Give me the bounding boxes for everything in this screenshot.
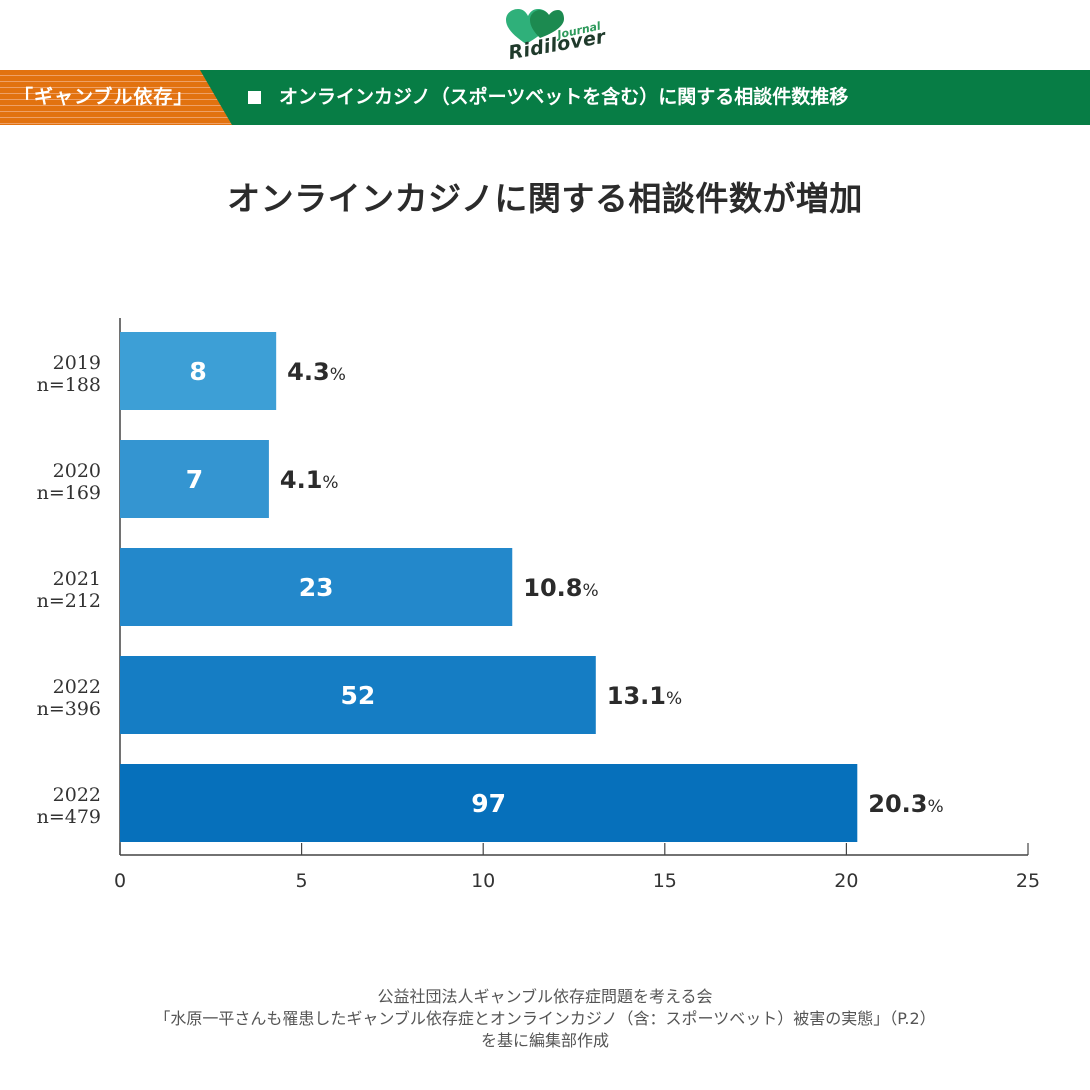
percent-sign: % <box>582 581 598 601</box>
category-year-label: 2022 <box>53 784 101 806</box>
source-note: 公益社団法人ギャンブル依存症問題を考える会 「水原一平さんも罹患したギャンブル依… <box>0 986 1090 1052</box>
category-year-label: 2022 <box>53 676 101 698</box>
category-year-label: 2020 <box>53 460 101 482</box>
category-tag: 「ギャンブル依存」 <box>14 86 194 108</box>
chart-title: オンラインカジノに関する相談件数が増加 <box>227 179 863 218</box>
bar-count-label: 97 <box>471 789 506 818</box>
percent-sign: % <box>928 797 944 817</box>
header-title: オンラインカジノ（スポーツベットを含む）に関する相談件数推移 <box>248 70 848 125</box>
heart-logo-icon <box>506 9 564 44</box>
bar-count-label: 7 <box>186 465 203 494</box>
category-n-label: n=169 <box>37 482 101 504</box>
bar <box>120 656 596 734</box>
bar-percent-label: 10.8% <box>523 574 598 602</box>
percent-sign: % <box>330 365 346 385</box>
category-n-label: n=212 <box>37 590 101 612</box>
bar <box>120 332 277 410</box>
source-line-1: 公益社団法人ギャンブル依存症問題を考える会 <box>377 987 713 1006</box>
x-tick-label: 10 <box>471 870 495 892</box>
ridilover-journal-logo: Journal Ridilover <box>504 8 607 64</box>
bar-count-label: 52 <box>340 681 375 710</box>
category-year-label: 2019 <box>53 352 101 374</box>
header-title-text: オンラインカジノ（スポーツベットを含む）に関する相談件数推移 <box>279 86 849 108</box>
percent-sign: % <box>666 689 682 709</box>
bar <box>120 548 513 626</box>
x-tick-label: 25 <box>1016 870 1040 892</box>
category-n-label: n=396 <box>37 698 101 720</box>
bar <box>120 764 858 842</box>
bar-count-label: 23 <box>299 573 334 602</box>
category-n-label: n=479 <box>37 806 101 828</box>
bar <box>120 440 269 518</box>
bar-percent-label: 20.3% <box>868 790 943 818</box>
bar-count-label: 8 <box>189 357 206 386</box>
bar-percent-label: 13.1% <box>607 682 682 710</box>
bar-percent-label: 4.3% <box>287 358 346 386</box>
category-n-label: n=188 <box>37 374 101 396</box>
source-line-2: 「水原一平さんも罹患したギャンブル依存症とオンラインカジノ（含：スポーツベット）… <box>154 1009 936 1028</box>
category-year-label: 2021 <box>53 568 101 590</box>
x-tick-label: 15 <box>653 870 677 892</box>
x-tick-label: 0 <box>114 870 126 892</box>
source-line-3: を基に編集部作成 <box>480 1031 609 1050</box>
x-tick-label: 5 <box>296 870 308 892</box>
category-tag-background <box>0 70 232 125</box>
percent-sign: % <box>322 473 338 493</box>
bar-percent-label: 4.1% <box>280 466 339 494</box>
square-bullet-icon <box>248 91 261 104</box>
x-tick-label: 20 <box>834 870 858 892</box>
header-band: 「ギャンブル依存」 オンラインカジノ（スポーツベットを含む）に関する相談件数推移 <box>0 70 1090 125</box>
